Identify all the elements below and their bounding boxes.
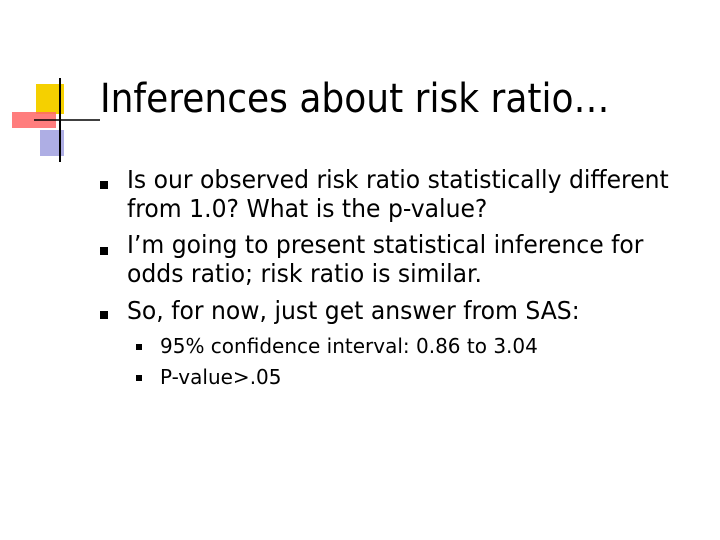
bullet-marker — [100, 311, 108, 319]
bullet-marker — [100, 181, 108, 189]
slide-title: Inferences about risk ratio… — [100, 76, 610, 122]
logo — [12, 78, 100, 162]
bullet: Is our observed risk ratio statistically… — [127, 165, 669, 223]
sub-bullet-marker — [136, 375, 142, 381]
bullet-marker — [100, 247, 108, 255]
sub-bullet-marker — [136, 344, 142, 350]
sub-bullet: P-value>.05 — [160, 365, 282, 389]
sub-bullet: 95% confidence interval: 0.86 to 3.04 — [160, 334, 538, 358]
bullet: I’m going to present statistical inferen… — [127, 230, 644, 288]
bullet: So, for now, just get answer from SAS: — [127, 296, 580, 325]
